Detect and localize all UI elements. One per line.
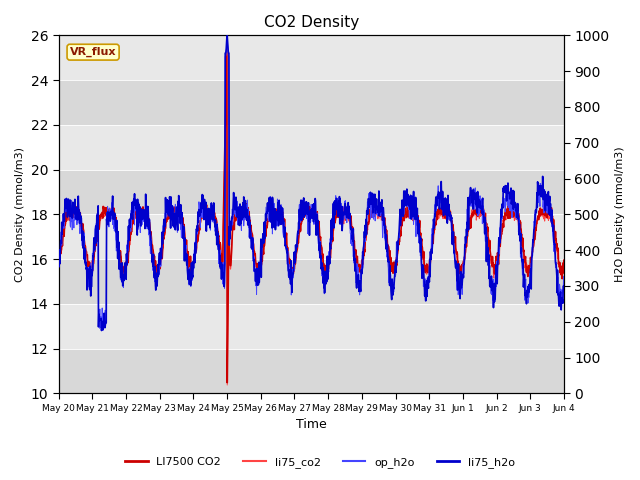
LI7500 CO2 <box>289 271 297 276</box>
op_h2o <box>280 227 288 233</box>
Bar <box>59 169 564 215</box>
li75_co2 <box>223 49 231 55</box>
Line: op_h2o: op_h2o <box>59 36 564 331</box>
li75_co2 <box>270 215 278 220</box>
Line: li75_co2: li75_co2 <box>59 52 564 385</box>
Bar <box>59 259 564 304</box>
LI7500 CO2 <box>560 257 568 263</box>
li75_h2o <box>560 287 568 292</box>
op_h2o <box>223 33 231 38</box>
li75_co2 <box>280 224 288 230</box>
LI7500 CO2 <box>280 226 288 231</box>
li75_co2 <box>55 263 63 269</box>
LI7500 CO2 <box>223 43 231 49</box>
Bar <box>59 304 564 348</box>
li75_co2 <box>343 215 351 220</box>
Line: li75_h2o: li75_h2o <box>59 39 564 331</box>
Line: LI7500 CO2: LI7500 CO2 <box>59 46 564 383</box>
op_h2o <box>270 210 278 216</box>
li75_h2o <box>99 328 107 334</box>
Title: CO2 Density: CO2 Density <box>264 15 359 30</box>
li75_h2o <box>55 267 63 273</box>
li75_h2o <box>343 220 351 226</box>
li75_h2o <box>94 208 102 214</box>
Y-axis label: CO2 Density (mmol/m3): CO2 Density (mmol/m3) <box>15 147 25 282</box>
Bar <box>59 125 564 169</box>
LI7500 CO2 <box>115 242 122 248</box>
li75_co2 <box>223 382 231 388</box>
Bar <box>59 215 564 259</box>
li75_co2 <box>115 242 122 248</box>
Bar <box>59 36 564 80</box>
li75_co2 <box>94 230 102 236</box>
LI7500 CO2 <box>343 206 351 212</box>
op_h2o <box>98 328 106 334</box>
Bar <box>59 348 564 394</box>
op_h2o <box>115 239 122 245</box>
li75_h2o <box>280 219 288 225</box>
Bar <box>59 80 564 125</box>
Legend: LI7500 CO2, li75_co2, op_h2o, li75_h2o: LI7500 CO2, li75_co2, op_h2o, li75_h2o <box>121 452 519 472</box>
op_h2o <box>55 258 63 264</box>
LI7500 CO2 <box>270 208 278 214</box>
LI7500 CO2 <box>94 226 102 231</box>
op_h2o <box>289 271 297 276</box>
X-axis label: Time: Time <box>296 419 326 432</box>
op_h2o <box>560 285 568 290</box>
li75_co2 <box>560 257 568 263</box>
LI7500 CO2 <box>223 380 231 385</box>
LI7500 CO2 <box>55 264 63 269</box>
op_h2o <box>343 215 351 220</box>
Text: VR_flux: VR_flux <box>70 47 116 57</box>
li75_h2o <box>289 270 297 276</box>
li75_h2o <box>223 36 231 42</box>
li75_h2o <box>115 242 122 248</box>
li75_h2o <box>270 220 278 226</box>
op_h2o <box>94 213 102 218</box>
Y-axis label: H2O Density (mmol/m3): H2O Density (mmol/m3) <box>615 146 625 282</box>
li75_co2 <box>289 266 297 272</box>
